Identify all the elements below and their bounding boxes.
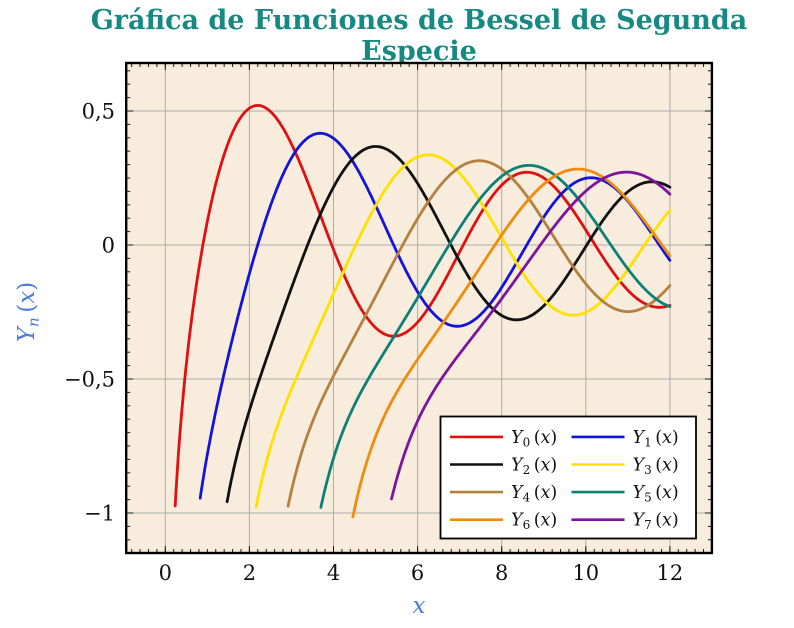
tick-labels: 0 2 4 6 8 10 12 0,5 0 −0,5 −1 [64,100,683,586]
plot-frame [124,61,714,555]
bessel-curves [173,104,672,519]
curve-Y6 [351,167,672,519]
y-tick-label: −1 [84,502,115,526]
legend-label-Y2: Y2 (x) [511,456,557,478]
legend-label-Y0: Y0 (x) [511,428,557,450]
legend-label-Y3: Y3 (x) [633,456,679,478]
curve-Y7 [390,170,672,501]
curve-Y4 [286,159,672,508]
x-tick-label: 4 [327,561,340,585]
x-tick-label: 6 [411,561,424,585]
curve-Y0 [173,104,672,508]
y-tick-label: 0 [102,234,115,258]
curve-Y2 [225,145,672,504]
math-label: Yn (x) [14,282,43,342]
x-tick-label: 12 [657,561,684,585]
curve-Y1 [198,131,672,500]
x-tick-label: 10 [572,561,599,585]
x-tick-label: 0 [159,561,172,585]
x-tick-label: 2 [243,561,256,585]
legend: Y0 (x) Y1 (x) Y2 (x) Y3 (x) Y4 (x) Y5 (x) Y6 (… [439,415,697,540]
y-tick-label: 0,5 [82,100,115,124]
legend-label-Y6: Y6 (x) [511,511,557,533]
legend-label-Y5: Y5 (x) [633,483,679,505]
legend-label-Y4: Y4 (x) [511,483,557,505]
legend-label-Y7: Y7 (x) [633,511,679,533]
x-tick-label: 8 [495,561,508,585]
chart-title: Gráfica de Funciones de Bessel de Segund… [90,5,748,67]
x-axis-label: x [413,593,426,619]
curve-Y5 [319,163,672,509]
y-axis-label: Yn (x) [14,282,43,342]
legend-label-Y1: Y1 (x) [633,428,679,450]
curve-Y3 [254,153,672,509]
y-tick-label: −0,5 [64,368,115,392]
